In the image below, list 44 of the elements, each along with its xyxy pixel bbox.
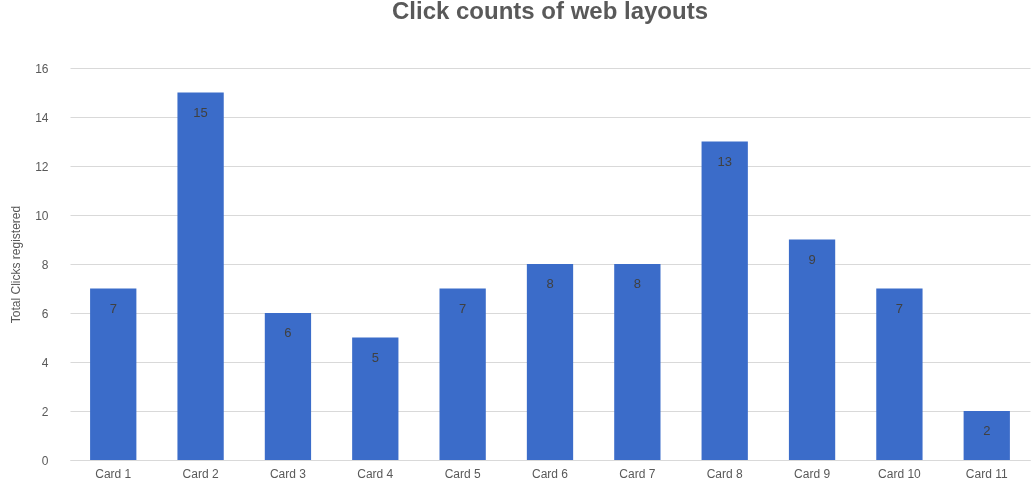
y-axis-title: Total Clicks registered (9, 205, 24, 324)
x-tick-label: Card 10 (878, 466, 922, 481)
bar (963, 411, 1010, 460)
x-tick-label: Card 11 (965, 466, 1008, 481)
data-label: 7 (109, 300, 117, 316)
bar (701, 141, 748, 460)
x-tick-label: Card 7 (619, 466, 656, 481)
data-label: 15 (193, 104, 208, 120)
data-label: 2 (983, 423, 991, 438)
bar (439, 288, 486, 460)
x-tick-label: Card 8 (706, 466, 744, 481)
bar (876, 288, 923, 460)
chart-title: Click counts of web layouts (391, 0, 709, 24)
data-label: 13 (717, 153, 732, 169)
data-label: 7 (895, 300, 904, 316)
x-tick-label: Card 5 (444, 466, 481, 481)
y-tick-label: 14 (35, 110, 49, 125)
y-tick-label: 4 (41, 355, 49, 370)
data-label: 9 (808, 251, 816, 267)
data-label: 7 (459, 300, 467, 316)
x-tick-label: Card 3 (269, 466, 307, 481)
data-label: 6 (284, 325, 292, 340)
bar (526, 264, 574, 460)
x-tick-label: Card 9 (794, 466, 831, 481)
data-label: 5 (371, 349, 379, 365)
y-tick-label: 12 (35, 159, 49, 174)
x-tick-label: Card 4 (357, 466, 394, 481)
y-tick-label: 8 (41, 257, 49, 272)
x-tick-label: Card 1 (95, 466, 132, 481)
y-tick-label: 16 (35, 61, 49, 76)
y-tick-label: 10 (35, 208, 49, 223)
y-tick-label: 6 (41, 306, 49, 321)
bar (177, 92, 224, 460)
bar (614, 264, 661, 460)
data-label: 8 (546, 276, 554, 291)
x-tick-label: Card 6 (531, 466, 569, 481)
bar (264, 313, 312, 460)
y-tick-label: 2 (41, 404, 49, 419)
bar (352, 337, 399, 460)
bar (90, 288, 137, 460)
y-tick-label: 0 (41, 453, 49, 468)
data-label: 8 (633, 276, 641, 291)
bar (788, 239, 836, 460)
x-tick-label: Card 2 (182, 466, 219, 481)
